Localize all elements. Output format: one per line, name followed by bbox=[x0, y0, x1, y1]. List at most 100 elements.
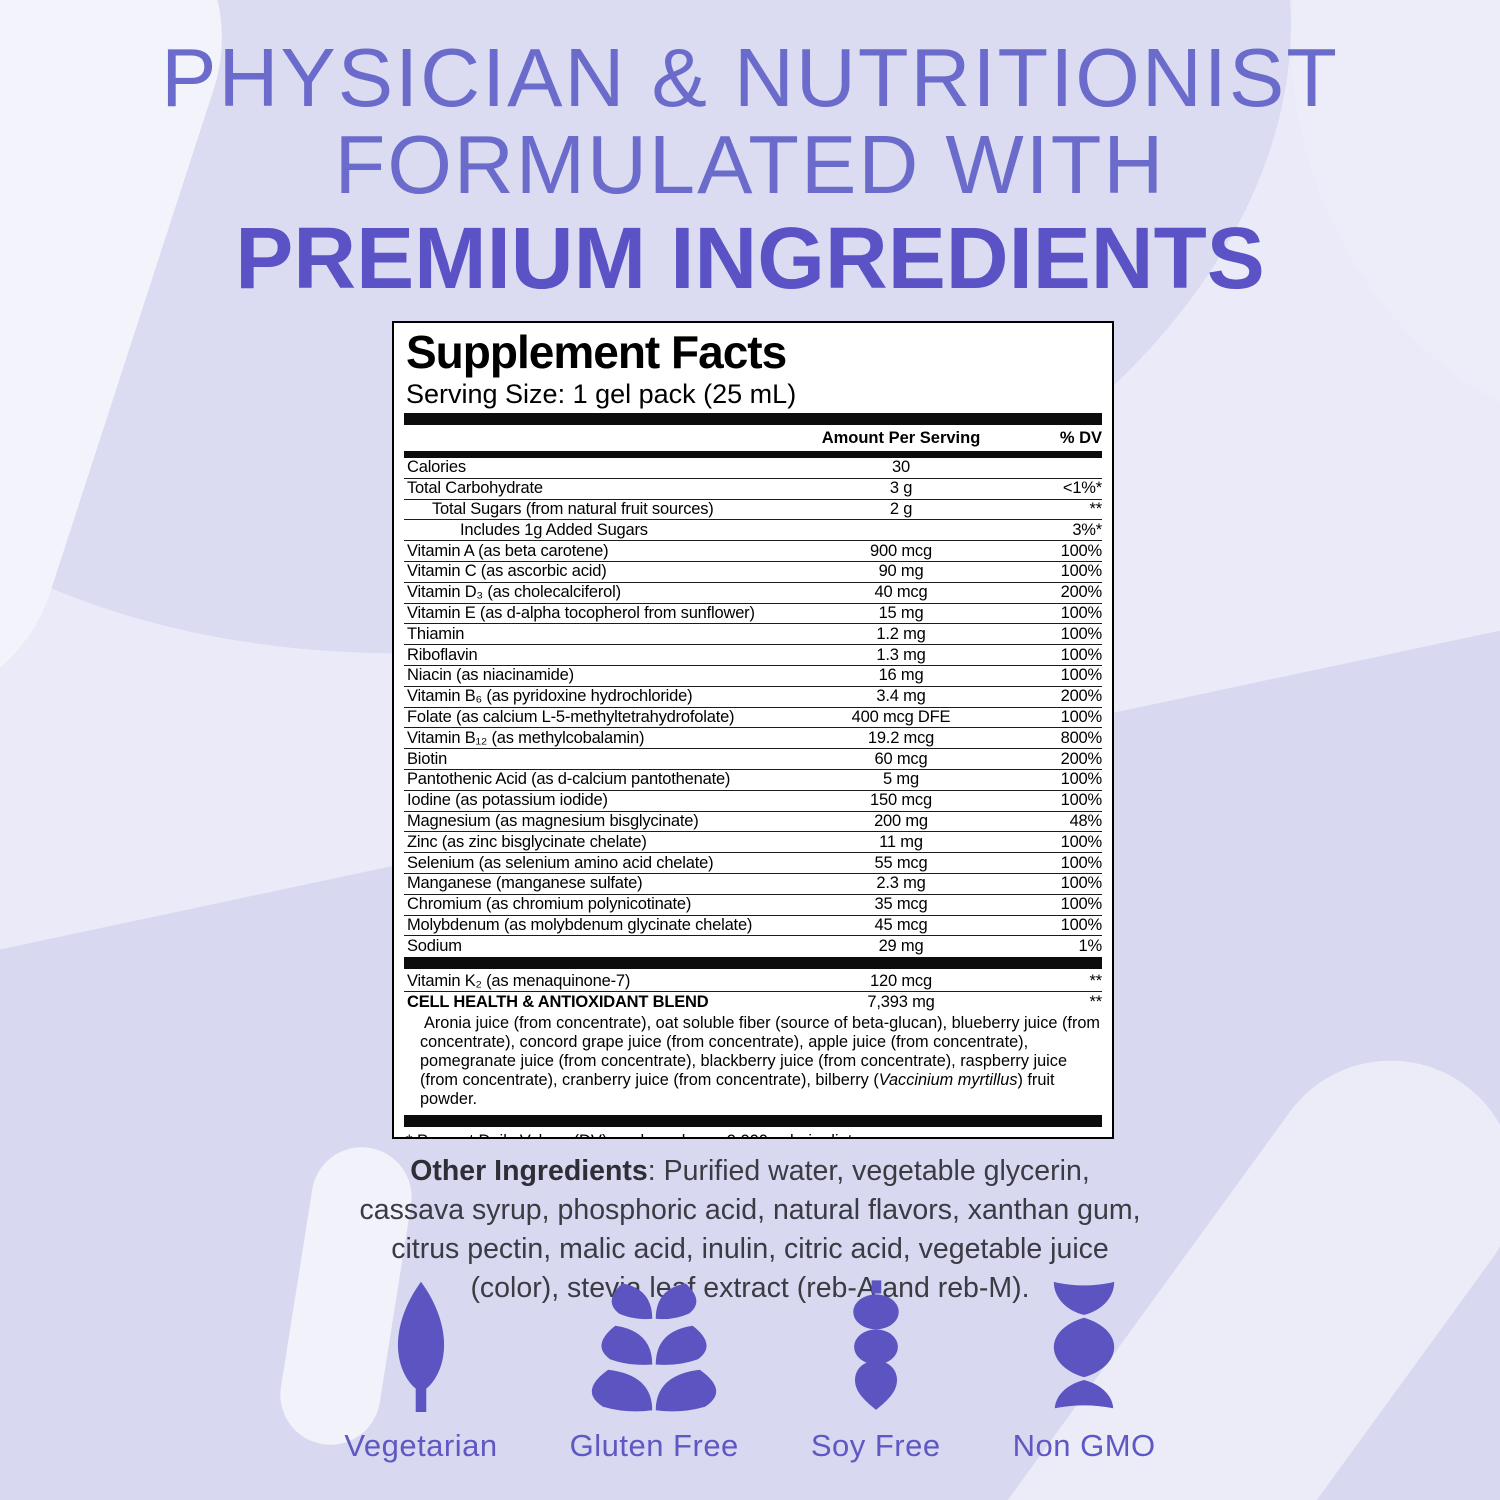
badge-soy-free: Soy Free bbox=[811, 1280, 941, 1464]
nutrient-amount: 15 mg bbox=[878, 603, 924, 622]
nutrient-amount: 29 mg bbox=[878, 937, 924, 956]
nutrient-amount: 200 mg bbox=[874, 811, 928, 830]
nutrient-dv: 100% bbox=[1060, 915, 1103, 934]
nutrient-amount: 400 mcg DFE bbox=[851, 707, 951, 726]
nutrient-name: Riboflavin bbox=[407, 645, 478, 664]
nutrient-amount: 11 mg bbox=[879, 832, 923, 851]
nutrient-name: Zinc (as zinc bisglycinate chelate) bbox=[407, 832, 647, 851]
nutrient-name: Biotin bbox=[407, 749, 448, 768]
nutrient-amount: 900 mcg bbox=[870, 541, 932, 560]
nutrient-dv: 100% bbox=[1060, 832, 1103, 851]
nutrient-dv: 200% bbox=[1060, 583, 1103, 602]
divider-bar-thick bbox=[404, 957, 1102, 970]
nutrient-row: Includes 1g Added Sugars 3%* bbox=[404, 520, 1102, 542]
nutrient-name: Includes 1g Added Sugars bbox=[460, 520, 648, 539]
badge-label: Vegetarian bbox=[344, 1428, 498, 1463]
nutrient-row: Vitamin C (as ascorbic acid) 90 mg 100% bbox=[404, 562, 1102, 583]
nutrient-row: Vitamin E (as d-alpha tocopherol from su… bbox=[404, 604, 1102, 625]
nutrient-dv: 100% bbox=[1060, 895, 1103, 914]
nutrient-dv: ** bbox=[1089, 499, 1103, 518]
other-ingredients: Other Ingredients: Purified water, veget… bbox=[355, 1152, 1145, 1308]
nutrient-name: Selenium (as selenium amino acid chelate… bbox=[407, 853, 714, 872]
panel-title: Supplement Facts bbox=[406, 326, 787, 378]
nutrient-dv: 48% bbox=[1069, 811, 1103, 830]
other-ingredients-label: Other Ingredients bbox=[410, 1155, 648, 1187]
headline-line-3: PREMIUM INGREDIENTS bbox=[235, 210, 1265, 307]
headline-line-1: PHYSICIAN & NUTRITIONIST bbox=[161, 31, 1339, 124]
nutrient-dv: <1%* bbox=[1062, 479, 1102, 498]
nutrient-name: Magnesium (as magnesium bisglycinate) bbox=[407, 811, 699, 830]
nutrient-row: Iodine (as potassium iodide) 150 mcg 100… bbox=[404, 791, 1102, 812]
nutrient-dv: 100% bbox=[1060, 874, 1103, 893]
nutrient-row: Vitamin A (as beta carotene) 900 mcg 100… bbox=[404, 541, 1102, 562]
blend-description-text: Aronia juice (from concentrate), oat sol… bbox=[420, 1013, 1100, 1089]
nutrient-row: Vitamin D₃ (as cholecalciferol) 40 mcg 2… bbox=[404, 583, 1102, 604]
badge-label: Non GMO bbox=[1012, 1428, 1156, 1463]
nutrient-dv: 100% bbox=[1060, 624, 1103, 643]
nutrient-row-vitamin-k2: Vitamin K₂ (as menaquinone-7) 120 mcg ** bbox=[404, 971, 1102, 992]
nutrient-name: Folate (as calcium L-5-methyltetrahydrof… bbox=[407, 707, 735, 726]
badge-label: Gluten Free bbox=[569, 1428, 739, 1463]
divider-bar-thick bbox=[404, 1114, 1102, 1127]
nutrient-name: Vitamin D₃ (as cholecalciferol) bbox=[407, 583, 621, 602]
nutrient-row: Vitamin B₁₂ (as methylcobalamin) 19.2 mc… bbox=[404, 728, 1102, 750]
nutrient-name: Vitamin C (as ascorbic acid) bbox=[407, 562, 607, 581]
nutrient-amount: 60 mcg bbox=[874, 749, 928, 768]
blend-name: CELL HEALTH & ANTIOXIDANT BLEND bbox=[407, 993, 709, 1012]
supplement-facts-panel: Supplement Facts Serving Size: 1 gel pac… bbox=[392, 321, 1114, 1139]
blend-dv: ** bbox=[1089, 993, 1103, 1012]
divider-bar-thick bbox=[404, 413, 1102, 425]
blend-description: Aronia juice (from concentrate), oat sol… bbox=[404, 1014, 1100, 1109]
nutrient-dv: 100% bbox=[1060, 770, 1103, 789]
nutrient-name: Niacin (as niacinamide) bbox=[407, 666, 574, 685]
nutrient-amount: 5 mg bbox=[883, 770, 919, 789]
marketing-headline: PHYSICIAN & NUTRITIONIST FORMULATED WITH… bbox=[0, 34, 1500, 304]
attribute-badges: Vegetarian Gluten Free bbox=[0, 1280, 1500, 1464]
nutrient-name: Molybdenum (as molybdenum glycinate chel… bbox=[407, 915, 753, 934]
nutrient-name: Vitamin A (as beta carotene) bbox=[407, 541, 609, 560]
nutrient-row: Folate (as calcium L-5-methyltetrahydrof… bbox=[404, 708, 1102, 729]
nutrient-name: Total Carbohydrate bbox=[407, 479, 543, 498]
nutrient-amount: 3 g bbox=[889, 479, 913, 498]
nutrient-dv: 100% bbox=[1060, 791, 1103, 810]
nutrient-name: Vitamin B₁₂ (as methylcobalamin) bbox=[407, 728, 645, 747]
badge-non-gmo: Non GMO bbox=[1013, 1280, 1156, 1464]
nutrient-dv: 200% bbox=[1060, 687, 1103, 706]
nutrient-amount: 150 mcg bbox=[870, 791, 932, 810]
blend-amount: 7,393 mg bbox=[867, 993, 935, 1012]
nutrient-row: Sodium 29 mg 1% bbox=[404, 936, 1102, 957]
nutrient-name: Manganese (manganese sulfate) bbox=[407, 874, 643, 893]
leaf-icon bbox=[376, 1280, 466, 1412]
nutrient-row: Zinc (as zinc bisglycinate chelate) 11 m… bbox=[404, 832, 1103, 854]
percent-dv-header: % DV bbox=[1059, 428, 1102, 447]
nutrient-dv: 200% bbox=[1060, 749, 1103, 768]
nutrient-dv: ** bbox=[1089, 971, 1103, 990]
nutrient-row: Niacin (as niacinamide) 16 mg 100% bbox=[404, 666, 1102, 687]
nutrient-row: Total Sugars (from natural fruit sources… bbox=[404, 500, 1102, 521]
nutrient-row: Chromium (as chromium polynicotinate) 35… bbox=[404, 895, 1102, 916]
nutrient-row: Pantothenic Acid (as d-calcium pantothen… bbox=[404, 770, 1102, 791]
nutrient-dv: 100% bbox=[1060, 603, 1103, 622]
nutrient-name: Thiamin bbox=[407, 624, 465, 643]
nutrient-name: Vitamin B₆ (as pyridoxine hydrochloride) bbox=[407, 687, 693, 706]
nutrient-table: Calories 30 Total Carbohydrate 3 g <1%* … bbox=[404, 458, 1102, 957]
nutrient-amount: 19.2 mcg bbox=[867, 728, 935, 747]
nutrient-amount: 40 mcg bbox=[874, 583, 928, 602]
serving-size: Serving Size: 1 gel pack (25 mL) bbox=[406, 379, 797, 409]
nutrient-dv: 100% bbox=[1060, 853, 1103, 872]
nutrient-row: Manganese (manganese sulfate) 2.3 mg 100… bbox=[404, 874, 1102, 895]
footnote-daily-values: * Percent Daily Values (DV) are based on… bbox=[406, 1131, 1102, 1137]
nutrient-amount: 3.4 mg bbox=[876, 687, 926, 706]
nutrient-row: Calories 30 bbox=[404, 458, 1102, 479]
nutrient-dv: 3%* bbox=[1072, 520, 1102, 539]
nutrient-dv: 1% bbox=[1078, 937, 1103, 956]
nutrient-amount: 2 g bbox=[889, 499, 913, 518]
nutrient-amount: 35 mcg bbox=[874, 895, 928, 914]
nutrient-name: Vitamin K₂ (as menaquinone-7) bbox=[407, 971, 631, 990]
nutrient-amount: 45 mcg bbox=[874, 915, 928, 934]
badge-gluten-free: Gluten Free bbox=[570, 1280, 739, 1464]
nutrient-amount: 1.2 mg bbox=[876, 624, 926, 643]
nutrient-amount: 120 mcg bbox=[870, 971, 932, 990]
blend-description-latin-name: Vaccinium myrtillus bbox=[878, 1070, 1018, 1089]
